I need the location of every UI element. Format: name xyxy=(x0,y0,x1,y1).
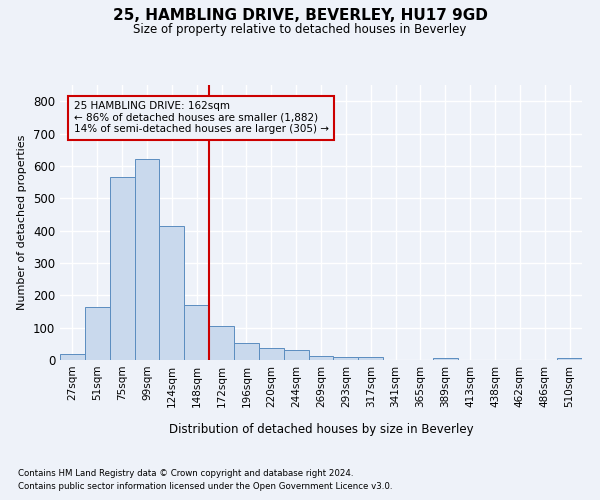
Bar xyxy=(334,357,358,360)
Bar xyxy=(433,358,458,360)
Text: Size of property relative to detached houses in Beverley: Size of property relative to detached ho… xyxy=(133,22,467,36)
Bar xyxy=(85,306,110,360)
Bar xyxy=(60,354,85,360)
Bar xyxy=(160,226,184,360)
Bar xyxy=(284,350,308,360)
Bar xyxy=(209,326,234,360)
Text: 25, HAMBLING DRIVE, BEVERLEY, HU17 9GD: 25, HAMBLING DRIVE, BEVERLEY, HU17 9GD xyxy=(113,8,487,22)
Bar xyxy=(234,343,259,360)
Bar xyxy=(110,177,134,360)
Text: 25 HAMBLING DRIVE: 162sqm
← 86% of detached houses are smaller (1,882)
14% of se: 25 HAMBLING DRIVE: 162sqm ← 86% of detac… xyxy=(74,101,329,134)
Bar xyxy=(134,160,160,360)
Text: Distribution of detached houses by size in Beverley: Distribution of detached houses by size … xyxy=(169,422,473,436)
Bar xyxy=(259,348,284,360)
Bar xyxy=(557,358,582,360)
Bar xyxy=(184,305,209,360)
Bar xyxy=(308,356,334,360)
Text: Contains HM Land Registry data © Crown copyright and database right 2024.: Contains HM Land Registry data © Crown c… xyxy=(18,468,353,477)
Bar xyxy=(358,358,383,360)
Y-axis label: Number of detached properties: Number of detached properties xyxy=(17,135,28,310)
Text: Contains public sector information licensed under the Open Government Licence v3: Contains public sector information licen… xyxy=(18,482,392,491)
